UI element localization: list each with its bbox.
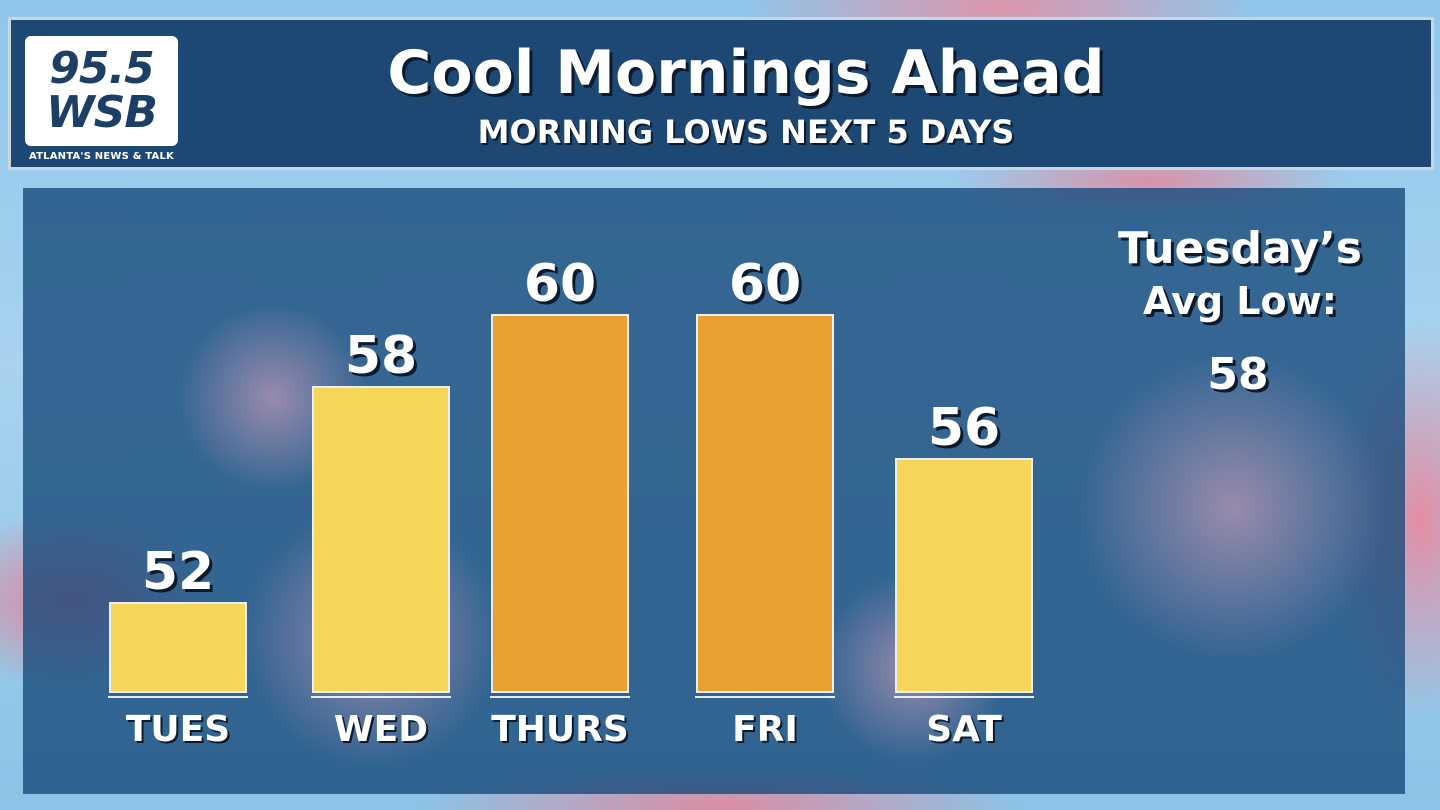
category-label: THURS bbox=[491, 709, 629, 750]
category-label-shadow: FRI bbox=[734, 711, 800, 752]
average-low-value: 58 bbox=[1207, 349, 1269, 400]
category-label: WED bbox=[334, 709, 428, 750]
bar-thurs bbox=[491, 314, 629, 693]
bar-value-label: 52 bbox=[142, 542, 214, 602]
bar-sat bbox=[895, 458, 1033, 693]
average-label-line2: Avg Low: bbox=[1143, 279, 1337, 323]
bar-value-shadow: 52 bbox=[145, 545, 217, 605]
bar-value-shadow: 56 bbox=[931, 401, 1003, 461]
station-logo: 95.5 WSB bbox=[25, 36, 178, 146]
category-label: TUES bbox=[126, 709, 230, 750]
background-blossom bbox=[1073, 358, 1393, 658]
header-banner: 95.5 WSB ATLANTA'S NEWS & TALK Cool Morn… bbox=[8, 17, 1434, 170]
bar-value-label: 60 bbox=[524, 254, 596, 314]
logo-frequency: 95.5 bbox=[49, 43, 155, 94]
bar-wed bbox=[312, 386, 450, 693]
bar-value-label: 60 bbox=[729, 254, 801, 314]
bar-value-shadow: 58 bbox=[348, 329, 420, 389]
chart-subtitle: MORNING LOWS NEXT 5 DAYS bbox=[477, 113, 1015, 151]
category-label: FRI bbox=[732, 709, 798, 750]
logo-tagline: ATLANTA'S NEWS & TALK bbox=[28, 151, 174, 162]
category-label-shadow: SAT bbox=[928, 711, 1004, 752]
bar-value-shadow: 60 bbox=[732, 257, 804, 317]
bar-value-label: 58 bbox=[345, 326, 417, 386]
category-label-shadow: TUES bbox=[128, 711, 232, 752]
category-label-shadow: THURS bbox=[493, 711, 631, 752]
category-label-shadow: WED bbox=[336, 711, 430, 752]
bar-tues bbox=[109, 602, 247, 693]
bar-value-shadow: 60 bbox=[527, 257, 599, 317]
category-label: SAT bbox=[926, 709, 1002, 750]
bar-fri bbox=[696, 314, 834, 693]
logo-callsign: WSB bbox=[46, 87, 158, 138]
average-label-line1: Tuesday’s bbox=[1118, 223, 1362, 274]
bar-value-label: 56 bbox=[928, 398, 1000, 458]
chart-title: Cool Mornings Ahead bbox=[387, 38, 1105, 108]
